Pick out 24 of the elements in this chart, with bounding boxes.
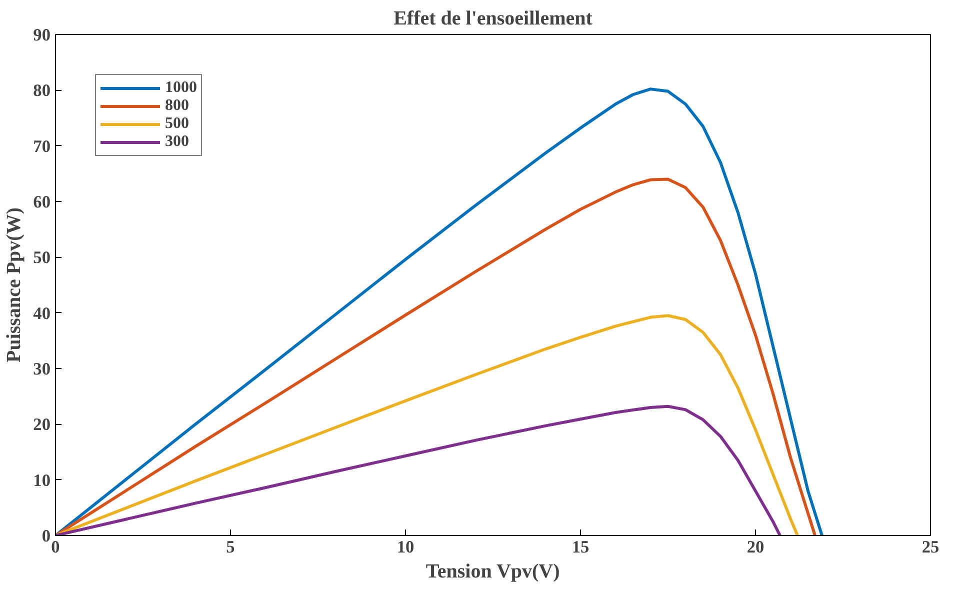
y-tick-label: 10 bbox=[33, 470, 50, 490]
line-series bbox=[56, 314, 799, 536]
legend-label: 800 bbox=[165, 97, 189, 115]
chart-title: Effet de l'ensoeillement bbox=[394, 8, 593, 30]
legend-label: 300 bbox=[165, 133, 189, 151]
y-tick-label: 30 bbox=[33, 360, 50, 378]
y-axis-title: Puissance Ppv(W) bbox=[3, 208, 26, 362]
x-tick-label: 5 bbox=[226, 538, 236, 556]
y-tick-label: 20 bbox=[33, 415, 50, 434]
y-tick-label: 40 bbox=[33, 304, 50, 323]
x-axis-title: Tension Vpv(V) bbox=[426, 560, 560, 582]
x-tick-label: 25 bbox=[922, 538, 940, 556]
x-tick-label: 20 bbox=[746, 538, 764, 556]
y-tick-label: 90 bbox=[33, 26, 50, 44]
x-tick-label: 15 bbox=[572, 538, 590, 556]
y-tick-label: 60 bbox=[33, 192, 50, 212]
y-tick-label: 80 bbox=[33, 81, 50, 100]
y-tick-label: 50 bbox=[33, 248, 50, 268]
x-tick-label: 10 bbox=[396, 538, 414, 556]
line-series bbox=[56, 404, 782, 536]
line-series bbox=[56, 178, 816, 536]
legend-label: 500 bbox=[165, 115, 189, 133]
legend-label: 1000 bbox=[165, 79, 197, 97]
y-tick-label: 70 bbox=[33, 136, 50, 156]
